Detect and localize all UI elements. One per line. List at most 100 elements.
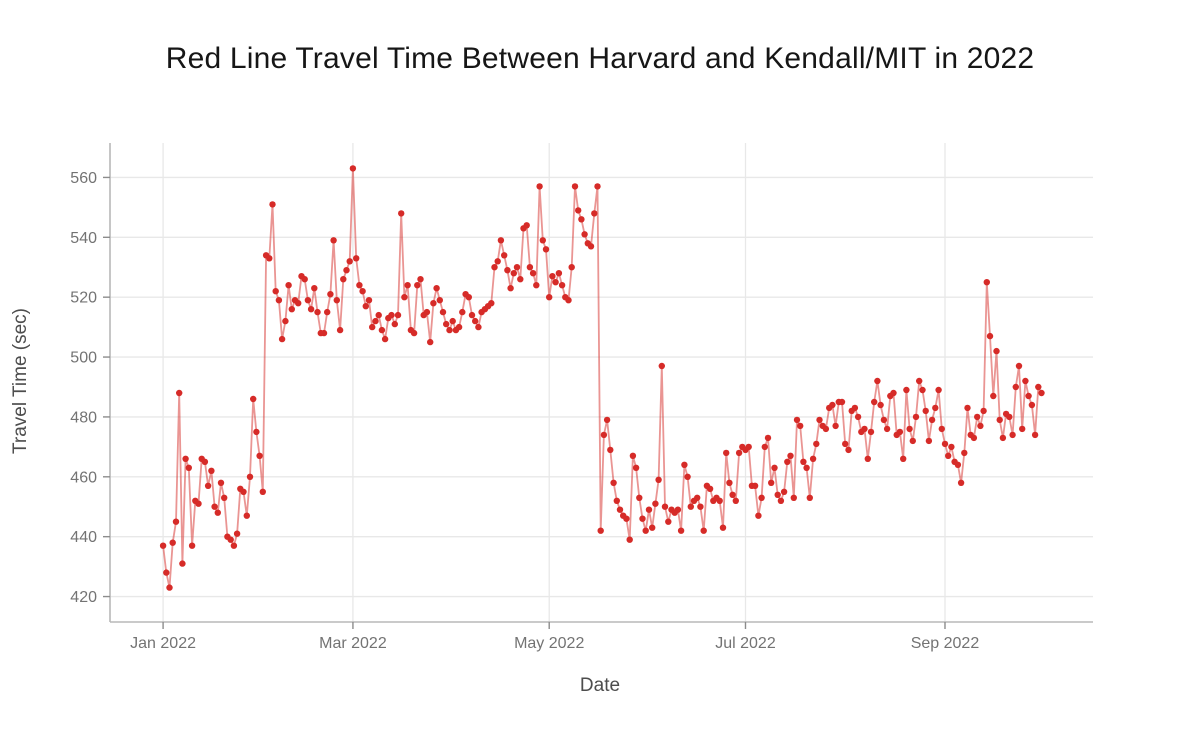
data-point <box>800 458 807 465</box>
data-point <box>883 425 891 433</box>
data-point <box>867 428 875 436</box>
data-point <box>468 311 476 319</box>
y-tick-label: 560 <box>70 170 97 187</box>
data-point <box>613 497 620 504</box>
data-point <box>282 317 289 325</box>
data-point <box>449 317 456 325</box>
data-point <box>208 467 215 474</box>
data-point <box>755 512 762 519</box>
data-point <box>250 395 257 403</box>
data-point <box>443 320 450 328</box>
x-tick-label: Mar 2022 <box>319 635 387 652</box>
data-point <box>632 464 640 471</box>
data-point <box>600 431 608 439</box>
data-point <box>591 210 598 217</box>
data-point <box>906 425 913 433</box>
data-point <box>188 542 196 549</box>
data-point <box>780 488 788 495</box>
data-point <box>504 267 511 274</box>
data-point <box>523 222 530 229</box>
data-point <box>797 422 804 430</box>
data-point <box>706 485 714 492</box>
data-point <box>510 270 517 277</box>
data-point <box>417 276 424 283</box>
data-point <box>353 255 360 262</box>
data-point <box>700 527 707 534</box>
data-point <box>623 515 630 522</box>
data-point <box>941 440 949 448</box>
data-point <box>172 518 180 525</box>
y-tick-label: 520 <box>70 290 97 307</box>
y-tick-label: 420 <box>70 589 97 606</box>
data-point <box>343 267 350 274</box>
data-point <box>880 416 888 424</box>
data-point <box>333 297 340 304</box>
data-point <box>311 285 318 292</box>
chart-title: Red Line Travel Time Between Harvard and… <box>165 42 1035 75</box>
data-point <box>240 488 247 495</box>
data-point <box>761 443 768 451</box>
data-point <box>278 335 286 343</box>
data-point <box>536 183 543 190</box>
data-point <box>996 416 1003 424</box>
data-point <box>230 542 238 549</box>
data-point <box>375 311 382 319</box>
data-point <box>909 437 916 445</box>
data-point <box>256 452 263 459</box>
data-point <box>674 506 682 513</box>
data-point <box>369 323 376 331</box>
x-tick-label: May 2022 <box>514 635 584 652</box>
data-point <box>446 326 453 334</box>
data-point <box>642 527 649 534</box>
data-point <box>185 464 192 471</box>
data-point <box>246 473 254 480</box>
data-point <box>340 276 347 283</box>
y-tick-label: 480 <box>70 409 97 426</box>
data-point <box>269 201 276 208</box>
data-point <box>851 404 859 412</box>
data-point <box>259 488 266 495</box>
data-point <box>475 323 482 331</box>
x-tick-label: Jan 2022 <box>130 635 196 652</box>
data-point <box>526 264 534 271</box>
data-point <box>195 500 202 507</box>
data-point <box>163 569 170 576</box>
data-point <box>649 524 656 531</box>
data-point <box>861 425 868 433</box>
data-point <box>266 255 273 262</box>
data-point <box>912 413 920 421</box>
data-point <box>768 479 775 486</box>
data-point <box>555 270 563 277</box>
data-point <box>652 500 659 507</box>
data-point <box>436 297 443 304</box>
data-point <box>381 335 389 343</box>
data-point <box>597 527 604 534</box>
data-point <box>314 308 321 316</box>
data-point <box>809 455 817 462</box>
data-point <box>687 503 694 510</box>
data-point <box>336 326 344 334</box>
data-point <box>877 401 884 409</box>
data-point <box>587 243 595 250</box>
data-point <box>896 428 904 436</box>
data-point <box>803 464 810 471</box>
data-point <box>838 398 846 406</box>
data-point <box>275 297 283 304</box>
data-point <box>233 530 241 537</box>
data-point <box>655 476 662 483</box>
data-point <box>356 282 363 289</box>
data-point <box>565 297 572 304</box>
data-point <box>349 165 357 172</box>
data-point <box>1031 431 1039 439</box>
data-point <box>320 329 328 337</box>
data-point <box>166 584 173 591</box>
data-point <box>307 306 315 313</box>
data-point <box>465 294 472 301</box>
data-point <box>517 276 524 283</box>
data-point <box>301 276 308 283</box>
data-point <box>459 308 466 316</box>
data-point <box>494 258 501 265</box>
data-point <box>945 452 952 459</box>
data-point <box>330 237 337 244</box>
